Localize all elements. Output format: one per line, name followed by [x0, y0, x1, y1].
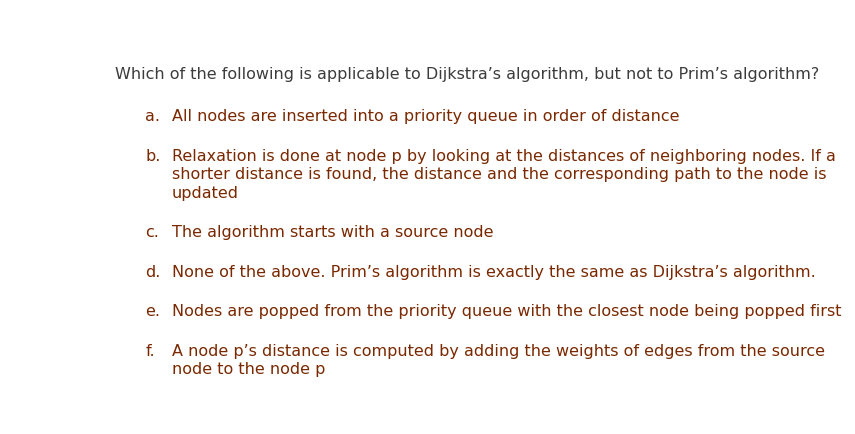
Text: All nodes are inserted into a priority queue in order of distance: All nodes are inserted into a priority q… [172, 109, 680, 124]
Text: b.: b. [145, 148, 161, 163]
Text: f.: f. [145, 343, 155, 358]
Text: node to the node p: node to the node p [172, 361, 325, 376]
Text: a.: a. [145, 109, 160, 124]
Text: Nodes are popped from the priority queue with the closest node being popped firs: Nodes are popped from the priority queue… [172, 303, 841, 319]
Text: shorter distance is found, the distance and the corresponding path to the node i: shorter distance is found, the distance … [172, 167, 826, 182]
Text: A node p’s distance is computed by adding the weights of edges from the source: A node p’s distance is computed by addin… [172, 343, 825, 358]
Text: None of the above. Prim’s algorithm is exactly the same as Dijkstra’s algorithm.: None of the above. Prim’s algorithm is e… [172, 264, 816, 279]
Text: e.: e. [145, 303, 160, 319]
Text: Relaxation is done at node p by looking at the distances of neighboring nodes. I: Relaxation is done at node p by looking … [172, 148, 835, 163]
Text: updated: updated [172, 185, 239, 200]
Text: The algorithm starts with a source node: The algorithm starts with a source node [172, 224, 493, 240]
Text: d.: d. [145, 264, 161, 279]
Text: c.: c. [145, 224, 159, 240]
Text: Which of the following is applicable to Dijkstra’s algorithm, but not to Prim’s : Which of the following is applicable to … [115, 67, 819, 82]
